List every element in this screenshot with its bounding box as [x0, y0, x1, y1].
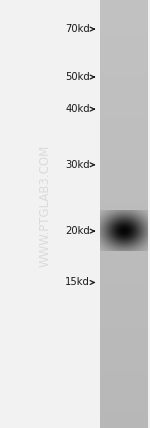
Text: 70kd: 70kd: [65, 24, 90, 34]
Text: 50kd: 50kd: [65, 72, 90, 82]
Text: 15kd: 15kd: [65, 277, 90, 288]
Text: 30kd: 30kd: [65, 160, 90, 170]
Text: 40kd: 40kd: [65, 104, 90, 114]
Text: 20kd: 20kd: [65, 226, 90, 236]
Text: WWW.PTGLAB3.COM: WWW.PTGLAB3.COM: [39, 144, 51, 267]
